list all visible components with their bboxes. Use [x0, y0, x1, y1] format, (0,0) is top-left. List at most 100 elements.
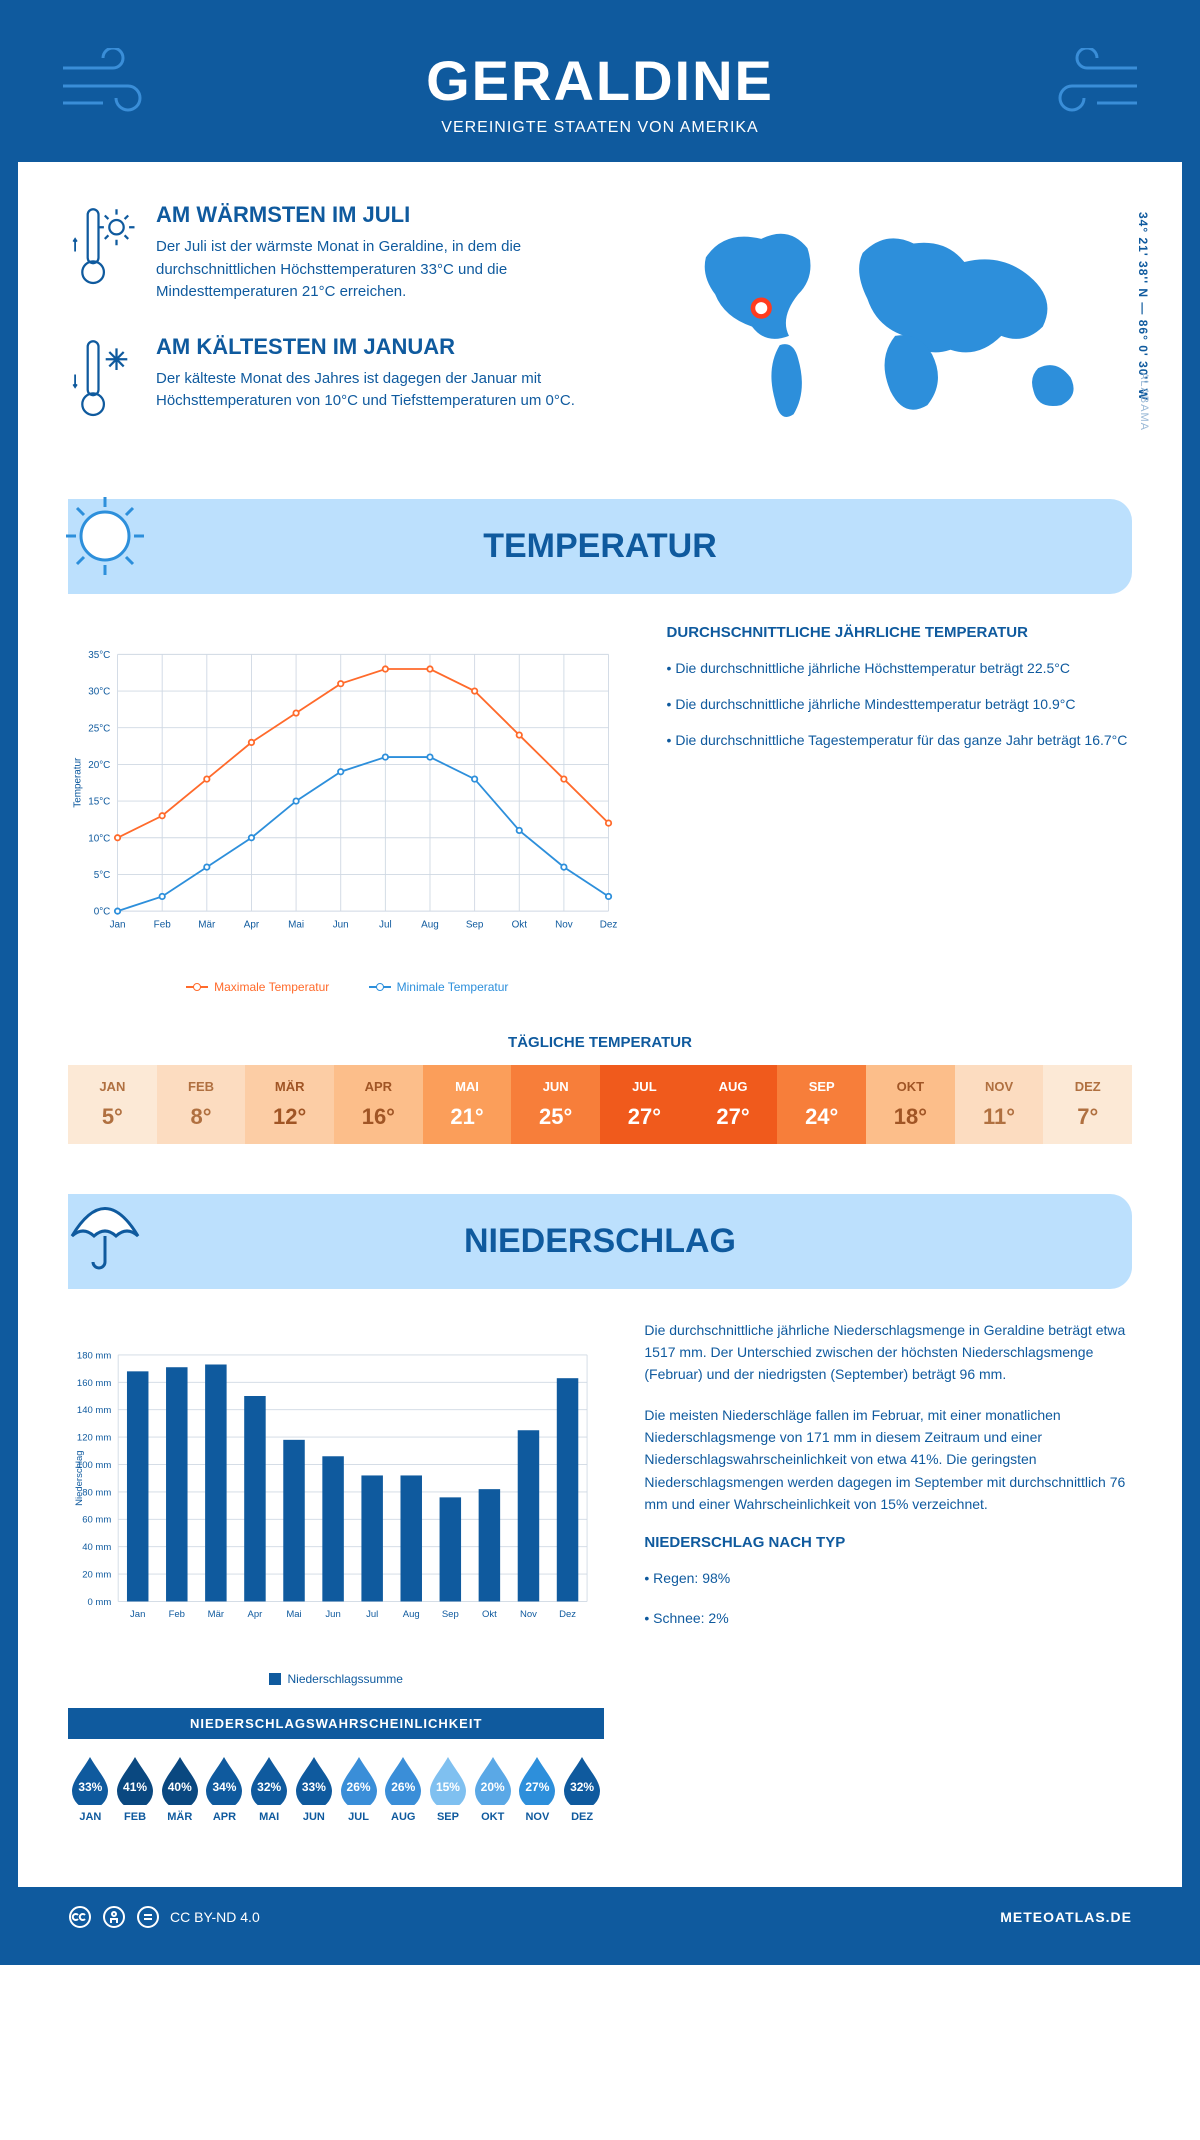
city-title: GERALDINE [58, 48, 1142, 113]
daily-cell: JAN5° [68, 1065, 157, 1144]
svg-text:Jun: Jun [325, 1609, 340, 1620]
nd-icon [136, 1905, 160, 1929]
svg-text:10°C: 10°C [88, 833, 110, 844]
by-icon [102, 1905, 126, 1929]
svg-text:Jul: Jul [379, 919, 392, 930]
svg-text:Jan: Jan [130, 1609, 145, 1620]
svg-text:Dez: Dez [600, 919, 618, 930]
footer: CC BY-ND 4.0 METEOATLAS.DE [18, 1887, 1182, 1947]
svg-text:Okt: Okt [482, 1609, 497, 1620]
svg-text:Mär: Mär [208, 1609, 224, 1620]
svg-text:15°C: 15°C [88, 796, 110, 807]
temp-side-l1: • Die durchschnittliche jährliche Höchst… [667, 657, 1132, 679]
probability-title: NIEDERSCHLAGSWAHRSCHEINLICHKEIT [68, 1708, 604, 1739]
daily-cell: NOV11° [955, 1065, 1044, 1144]
svg-text:40 mm: 40 mm [82, 1542, 111, 1553]
svg-text:20°C: 20°C [88, 760, 110, 771]
svg-text:Mär: Mär [198, 919, 216, 930]
daily-cell: MAI21° [423, 1065, 512, 1144]
svg-text:0 mm: 0 mm [88, 1596, 112, 1607]
daily-cell: SEP24° [777, 1065, 866, 1144]
precipitation-summary: Die durchschnittliche jährliche Niedersc… [644, 1319, 1132, 1837]
probability-cell: 27%NOV [515, 1753, 560, 1823]
svg-text:Aug: Aug [421, 919, 439, 930]
daily-cell: OKT18° [866, 1065, 955, 1144]
state-label: ALABAMA [1138, 372, 1150, 431]
coldest-text: Der kälteste Monat des Jahres ist dagege… [156, 368, 627, 413]
probability-cell: 32%MAI [247, 1753, 292, 1823]
precip-type1: • Regen: 98% [644, 1567, 1132, 1589]
svg-text:Jul: Jul [366, 1609, 378, 1620]
svg-text:Temperatur: Temperatur [73, 757, 84, 808]
daily-cell: JUL27° [600, 1065, 689, 1144]
svg-text:Feb: Feb [154, 919, 172, 930]
svg-text:Niederschlag: Niederschlag [74, 1450, 85, 1505]
temp-side-l2: • Die durchschnittliche jährliche Mindes… [667, 693, 1132, 715]
svg-text:Nov: Nov [520, 1609, 537, 1620]
section-temperature: TEMPERATUR [68, 499, 1132, 594]
svg-text:5°C: 5°C [94, 870, 111, 881]
svg-text:Jan: Jan [110, 919, 126, 930]
svg-text:60 mm: 60 mm [82, 1514, 111, 1525]
probability-cell: 32%DEZ [560, 1753, 605, 1823]
probability-row: 33%JAN41%FEB40%MÄR34%APR32%MAI33%JUN26%J… [68, 1739, 604, 1837]
daily-cell: MÄR12° [245, 1065, 334, 1144]
daily-cell: FEB8° [157, 1065, 246, 1144]
probability-cell: 33%JUN [292, 1753, 337, 1823]
probability-cell: 33%JAN [68, 1753, 113, 1823]
svg-text:Mai: Mai [286, 1609, 301, 1620]
precip-p2: Die meisten Niederschläge fallen im Febr… [644, 1404, 1132, 1516]
precip-p1: Die durchschnittliche jährliche Niedersc… [644, 1319, 1132, 1386]
site-name: METEOATLAS.DE [1000, 1909, 1132, 1925]
svg-text:Apr: Apr [244, 919, 260, 930]
country-subtitle: VEREINIGTE STAATEN VON AMERIKA [58, 119, 1142, 137]
svg-text:0°C: 0°C [94, 906, 111, 917]
svg-text:Nov: Nov [555, 919, 573, 930]
precip-type-title: NIEDERSCHLAG NACH TYP [644, 1534, 1132, 1551]
svg-text:Feb: Feb [169, 1609, 185, 1620]
probability-cell: 41%FEB [113, 1753, 158, 1823]
svg-text:80 mm: 80 mm [82, 1487, 111, 1498]
legend-min: Minimale Temperatur [397, 980, 509, 994]
precipitation-chart: 0 mm20 mm40 mm60 mm80 mm100 mm120 mm140 … [68, 1319, 604, 1837]
svg-text:Sep: Sep [466, 919, 484, 930]
temp-side-l3: • Die durchschnittliche Tagestemperatur … [667, 729, 1132, 751]
svg-text:35°C: 35°C [88, 649, 110, 660]
coldest-block: AM KÄLTESTEN IM JANUAR Der kälteste Mona… [68, 334, 627, 429]
daily-cell: DEZ7° [1043, 1065, 1132, 1144]
header: GERALDINE VEREINIGTE STAATEN VON AMERIKA [18, 18, 1182, 162]
warmest-text: Der Juli ist der wärmste Monat in Gerald… [156, 236, 627, 304]
svg-text:Aug: Aug [403, 1609, 420, 1620]
svg-text:Jun: Jun [333, 919, 349, 930]
legend-max: Maximale Temperatur [214, 980, 329, 994]
precip-type2: • Schnee: 2% [644, 1607, 1132, 1629]
thermometer-hot-icon [68, 202, 138, 304]
svg-text:25°C: 25°C [88, 723, 110, 734]
probability-cell: 40%MÄR [157, 1753, 202, 1823]
cc-icon [68, 1905, 92, 1929]
warmest-title: AM WÄRMSTEN IM JULI [156, 202, 627, 228]
daily-cell: AUG27° [689, 1065, 778, 1144]
svg-text:140 mm: 140 mm [77, 1405, 111, 1416]
temperature-chart: 0°C 5°C 10°C 15°C 20°C 25°C 30°C 35°C Jan Feb Mär A… [68, 624, 627, 994]
temp-side-title: DURCHSCHNITTLICHE JÄHRLICHE TEMPERATUR [667, 624, 1132, 641]
wind-icon-left [58, 48, 168, 123]
svg-text:Okt: Okt [512, 919, 528, 930]
probability-cell: 20%OKT [470, 1753, 515, 1823]
daily-temp-title: TÄGLICHE TEMPERATUR [18, 1034, 1182, 1051]
probability-cell: 15%SEP [426, 1753, 471, 1823]
svg-text:160 mm: 160 mm [77, 1377, 111, 1388]
section-precipitation: NIEDERSCHLAG [68, 1194, 1132, 1289]
temperature-summary: DURCHSCHNITTLICHE JÄHRLICHE TEMPERATUR •… [667, 624, 1132, 994]
svg-text:180 mm: 180 mm [77, 1350, 111, 1361]
warmest-block: AM WÄRMSTEN IM JULI Der Juli ist der wär… [68, 202, 627, 304]
svg-text:30°C: 30°C [88, 686, 110, 697]
svg-text:Sep: Sep [442, 1609, 459, 1620]
section-precip-label: NIEDERSCHLAG [464, 1222, 736, 1260]
svg-text:Mai: Mai [288, 919, 304, 930]
umbrella-icon [60, 1186, 150, 1285]
probability-cell: 26%AUG [381, 1753, 426, 1823]
world-map [667, 202, 1132, 447]
probability-cell: 34%APR [202, 1753, 247, 1823]
daily-cell: JUN25° [511, 1065, 600, 1144]
